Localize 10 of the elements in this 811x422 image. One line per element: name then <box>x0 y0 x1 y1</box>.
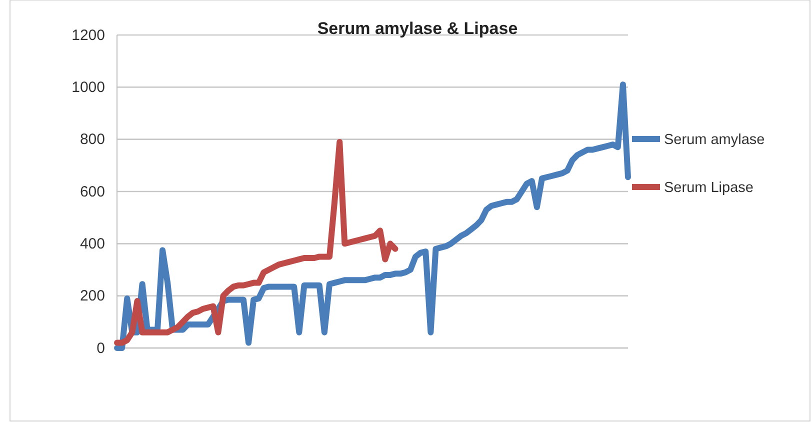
y-tick-label: 400 <box>80 235 105 252</box>
legend-label: Serum amylase <box>664 132 765 148</box>
y-tick-label: 800 <box>80 131 105 148</box>
legend-label: Serum Lipase <box>664 180 754 196</box>
y-tick-label: 1200 <box>72 26 105 44</box>
y-tick-label: 600 <box>80 183 105 200</box>
chart-title: Serum amylase & Lipase <box>317 19 518 38</box>
y-tick-label: 0 <box>96 340 105 357</box>
y-tick-label: 1000 <box>72 78 105 96</box>
y-tick-label: 200 <box>80 288 105 305</box>
